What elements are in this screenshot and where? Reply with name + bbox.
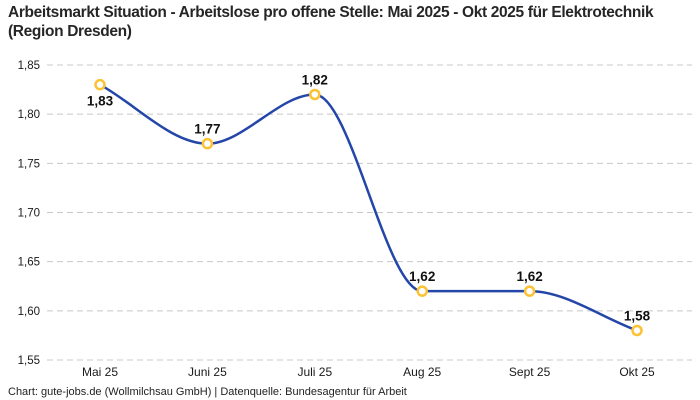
y-axis-tick-label: 1,80 [18,109,40,121]
x-axis-tick-label: Aug 25 [403,365,441,379]
data-point-label: 1,82 [302,73,328,88]
chart-title: Arbeitsmarkt Situation - Arbeitslose pro… [8,4,654,40]
data-point-label: 1,62 [516,269,542,284]
trend-line [98,83,639,332]
y-axis-tick-label: 1,60 [18,306,40,318]
data-point-label: 1,77 [194,122,220,137]
data-point-marker[interactable] [631,324,643,337]
y-axis-tick-label: 1,85 [18,60,40,72]
x-axis-tick-label: Mai 25 [82,365,118,379]
x-axis-tick-label: Juni 25 [188,365,227,379]
data-point-label: 1,62 [409,269,435,284]
x-axis-tick-label: Okt 25 [619,365,655,379]
chart-attribution: Chart: gute-jobs.de (Wollmilchsau GmbH) … [8,386,407,398]
data-point-marker[interactable] [201,137,214,150]
data-point-marker[interactable] [523,285,536,297]
data-point-marker[interactable] [416,285,428,297]
x-axis-tick-label: Juli 25 [297,365,332,379]
line-chart-canvas: 1,85 1,80 1,75 1,70 1,65 1,60 1,55 Mai 25 Juni 2… [18,60,692,379]
data-point-marker[interactable] [309,88,321,101]
y-axis-tick-label: 1,55 [18,355,40,367]
data-point-label: 1,83 [87,94,114,109]
x-axis-tick-label: Sept 25 [509,365,551,379]
data-point-label: 1,58 [624,309,651,324]
y-axis-tick-label: 1,70 [18,208,40,220]
y-axis-tick-label: 1,65 [18,257,40,269]
data-point-marker[interactable] [94,78,106,91]
y-axis-tick-label: 1,75 [18,158,40,170]
